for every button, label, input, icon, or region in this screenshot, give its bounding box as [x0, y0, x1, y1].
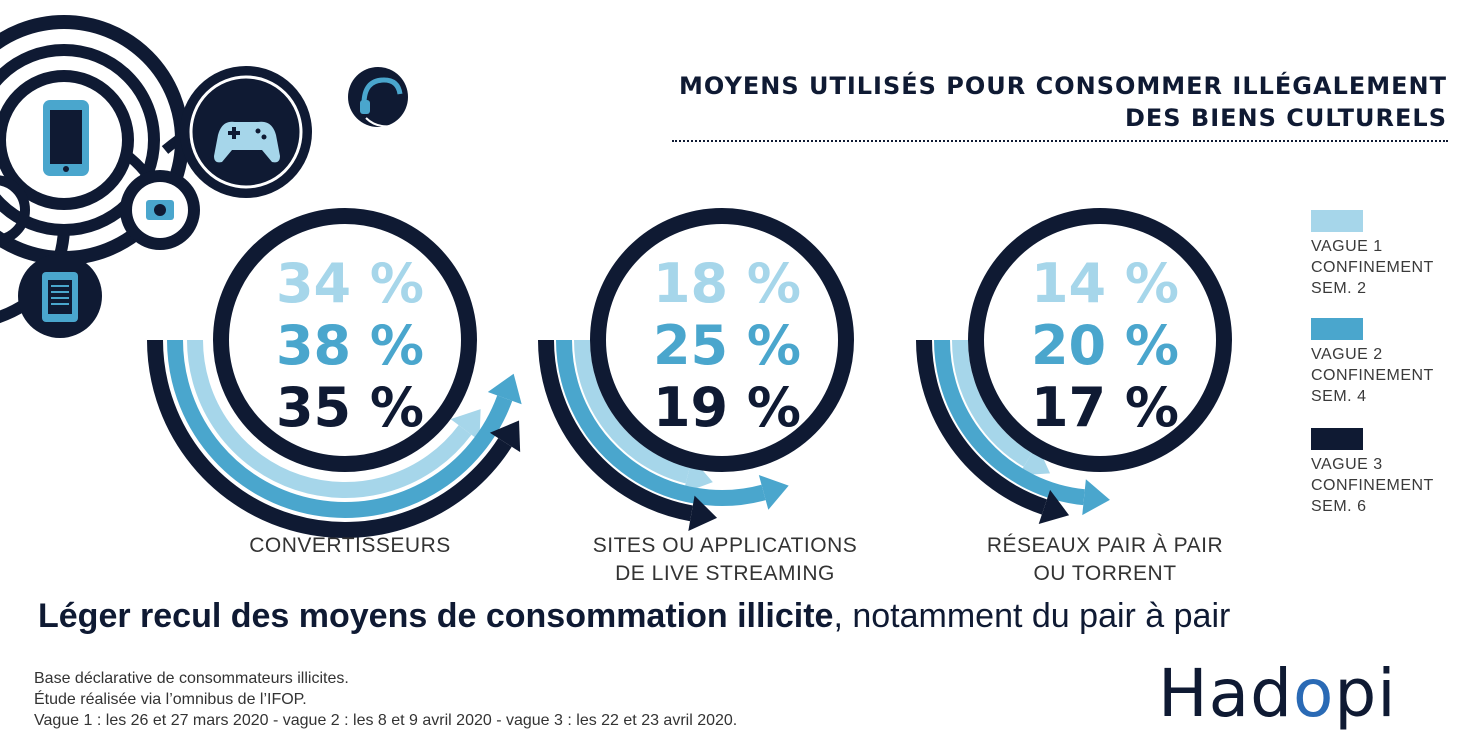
- value-label: 35 %: [276, 376, 424, 439]
- category-ring: [590, 208, 854, 472]
- page-title: MOYENS UTILISÉS POUR CONSOMMER ILLÉGALEM…: [627, 70, 1447, 134]
- legend-swatch: [1311, 318, 1363, 340]
- series-arc: [916, 339, 1047, 515]
- series-arc: [952, 339, 1033, 467]
- category-label-line: CONVERTISSEURS: [249, 534, 451, 557]
- series-arrow-head: [450, 409, 481, 441]
- legend-swatch: [1311, 210, 1363, 232]
- headphones-icon: [360, 77, 403, 128]
- category-ring: [968, 208, 1232, 472]
- legend-label: VAGUE 3 CONFINEMENT SEM. 6: [1311, 456, 1434, 515]
- category-label-line: SITES OU APPLICATIONS: [592, 534, 858, 557]
- series-arrow-head: [758, 475, 789, 510]
- series-arrow-head: [489, 420, 521, 453]
- decor-ring: [0, 44, 160, 236]
- headline-rest: , notamment du pair à pair: [833, 597, 1231, 635]
- value-label: 19 %: [653, 376, 801, 439]
- series-arc: [167, 339, 513, 518]
- headline: Léger recul des moyens de consommation i…: [38, 597, 1458, 636]
- decor-ring: [0, 175, 30, 245]
- value-label: 17 %: [1031, 376, 1179, 439]
- legend-label: VAGUE 1 CONFINEMENT SEM. 2: [1311, 238, 1434, 297]
- legend-item-vague-1: VAGUE 1 CONFINEMENT SEM. 2: [1311, 210, 1471, 299]
- title-line-1: MOYENS UTILISÉS POUR CONSOMMER ILLÉGALEM…: [679, 72, 1447, 100]
- category-label-line: DE LIVE STREAMING: [615, 562, 835, 585]
- logo-text-o: o: [1292, 655, 1335, 732]
- category-label-line: OU TORRENT: [1033, 562, 1177, 585]
- value-label: 20 %: [1031, 314, 1179, 377]
- legend-label: VAGUE 2 CONFINEMENT SEM. 4: [1311, 346, 1434, 405]
- series-arc: [934, 339, 1085, 506]
- decor-ring: [189, 75, 303, 189]
- series-arrow-head: [688, 495, 718, 532]
- note-line: Vague 1 : les 26 et 27 mars 2020 - vague…: [34, 712, 738, 729]
- title-line-2: DES BIENS CULTURELS: [1124, 104, 1447, 132]
- camera-icon: [146, 200, 174, 220]
- series-arc: [574, 339, 690, 484]
- legend-swatch: [1311, 428, 1363, 450]
- hadopi-logo: Hadopi: [1158, 655, 1458, 732]
- category-label-convertisseurs: CONVERTISSEURS: [200, 532, 500, 560]
- decor-ring: [348, 67, 408, 127]
- series-arc: [556, 339, 766, 506]
- source-notes: Base déclarative de consommateurs illici…: [34, 668, 1034, 731]
- note-line: Étude réalisée via l’omnibus de l’IFOP.: [34, 691, 307, 708]
- series-arrow-head: [487, 373, 522, 405]
- logo-text-pre: Had: [1158, 655, 1293, 732]
- title-divider: [672, 140, 1448, 142]
- chart-groups: 34 %38 %35 % 18 %25 %19 % 14 %20 %17 %: [147, 208, 1232, 538]
- value-label: 38 %: [276, 314, 424, 377]
- value-label: 25 %: [653, 314, 801, 377]
- legend-item-vague-2: VAGUE 2 CONFINEMENT SEM. 4: [1311, 318, 1471, 407]
- category-label-pair-a-pair: RÉSEAUX PAIR À PAIR OU TORRENT: [935, 532, 1275, 588]
- series-arrow-head: [1018, 444, 1051, 476]
- series-arrow-head: [1038, 489, 1070, 525]
- category-label-line: RÉSEAUX PAIR À PAIR: [986, 534, 1224, 557]
- series-arc: [187, 339, 472, 498]
- note-line: Base déclarative de consommateurs illici…: [34, 670, 349, 687]
- value-label: 18 %: [653, 252, 801, 315]
- legend-item-vague-3: VAGUE 3 CONFINEMENT SEM. 6: [1311, 428, 1471, 517]
- series-arrow-head: [1082, 479, 1110, 516]
- category-ring: [213, 208, 477, 472]
- value-label: 14 %: [1031, 252, 1179, 315]
- ebook-reader-icon: [42, 272, 78, 322]
- logo-text-post: pi: [1334, 655, 1397, 732]
- value-label: 34 %: [276, 252, 424, 315]
- series-arc: [538, 339, 693, 522]
- series-arc: [147, 339, 512, 538]
- category-label-live-streaming: SITES OU APPLICATIONS DE LIVE STREAMING: [545, 532, 905, 588]
- gamepad-icon: [214, 121, 280, 163]
- smartphone-icon: [43, 100, 89, 176]
- headline-bold: Léger recul des moyens de consommation i…: [38, 597, 834, 635]
